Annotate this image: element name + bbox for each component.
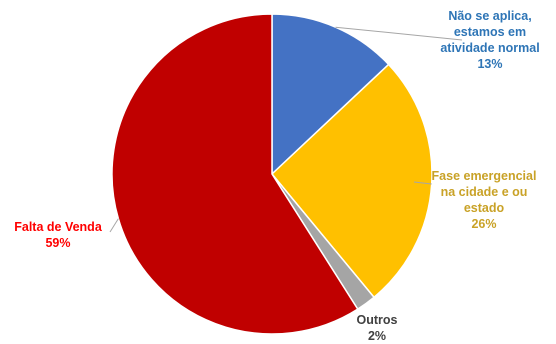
slice-label-outros: Outros 2%	[356, 313, 398, 343]
leader-line-3	[109, 218, 119, 233]
slice-label-falta-de-venda: Falta de Venda 59%	[14, 220, 102, 250]
leader-line-1	[413, 181, 432, 185]
pie-slice-3	[111, 13, 359, 335]
slice-label-nao-se-aplica: Não se aplica, estamos em atividade norm…	[440, 9, 540, 71]
leader-line-0	[335, 26, 463, 41]
slice-label-fase-emergencial: Fase emergencial na cidade e ou estado 2…	[431, 169, 537, 231]
